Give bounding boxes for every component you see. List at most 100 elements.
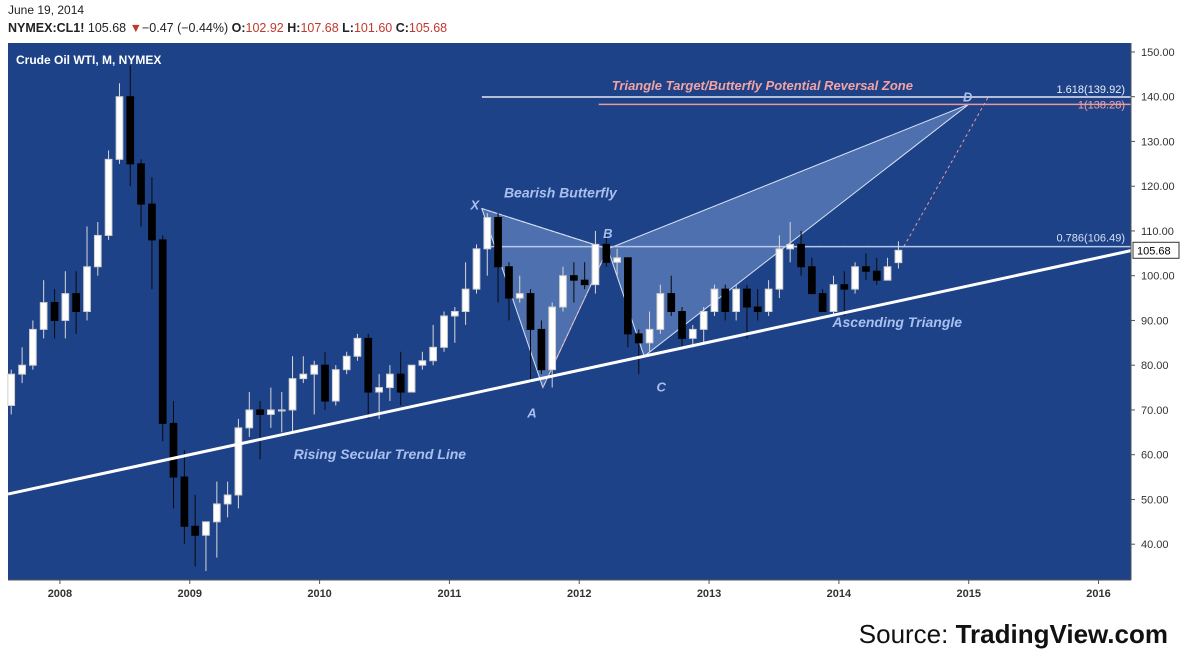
candle[interactable] (256, 401, 264, 460)
candle[interactable] (699, 307, 708, 343)
candle[interactable] (656, 284, 665, 334)
source-brand[interactable]: TradingView.com (955, 619, 1168, 649)
candle[interactable] (634, 329, 643, 375)
candle[interactable] (624, 257, 632, 348)
candle[interactable] (331, 365, 340, 406)
candle[interactable] (483, 213, 492, 276)
candle[interactable] (202, 521, 210, 572)
candle[interactable] (613, 248, 621, 276)
candle[interactable] (191, 494, 200, 567)
candle[interactable] (148, 177, 156, 290)
candle[interactable] (894, 241, 903, 269)
candle[interactable] (396, 351, 405, 406)
candle[interactable] (667, 275, 676, 316)
candle[interactable] (18, 347, 26, 384)
candle[interactable] (364, 333, 373, 419)
candle[interactable] (602, 230, 611, 267)
candle[interactable] (50, 289, 59, 339)
secular-trendline-label: Rising Secular Trend Line (294, 446, 467, 462)
x-axis-panel[interactable] (0, 580, 1131, 604)
candle[interactable] (418, 351, 427, 370)
candle[interactable] (72, 271, 80, 334)
candle-body (613, 257, 621, 263)
candle[interactable] (559, 266, 567, 312)
candle[interactable] (580, 262, 589, 290)
candle[interactable] (137, 159, 145, 227)
candle[interactable] (526, 289, 535, 384)
candle[interactable] (407, 364, 416, 393)
candle[interactable] (818, 289, 827, 313)
candle[interactable] (223, 481, 232, 518)
candle[interactable] (764, 280, 773, 316)
candle-body (180, 476, 189, 527)
candle[interactable] (267, 387, 275, 428)
candle[interactable] (234, 418, 243, 509)
candle[interactable] (321, 351, 329, 410)
candle[interactable] (277, 392, 286, 433)
candle[interactable] (83, 226, 91, 321)
candle[interactable] (883, 257, 892, 281)
candle[interactable] (753, 289, 762, 321)
candle[interactable] (591, 230, 600, 294)
candle[interactable] (375, 374, 383, 419)
candle[interactable] (180, 450, 189, 545)
candle[interactable] (342, 351, 351, 375)
candle[interactable] (169, 401, 178, 509)
candle[interactable] (104, 150, 113, 240)
secular-trend-line[interactable] (7, 249, 1132, 496)
candle[interactable] (429, 324, 437, 366)
candle[interactable] (678, 307, 686, 348)
candle[interactable] (39, 280, 48, 339)
candle-body (386, 373, 394, 389)
y-axis-panel[interactable] (1131, 43, 1184, 580)
candle[interactable] (472, 244, 481, 294)
candle[interactable] (548, 302, 557, 388)
candle[interactable] (862, 253, 870, 281)
candle[interactable] (310, 360, 319, 415)
candle[interactable] (505, 262, 513, 321)
candle[interactable] (461, 262, 470, 325)
candle-body (7, 373, 16, 406)
symbol-name[interactable]: NYMEX:CL1! (8, 21, 85, 35)
candle[interactable] (212, 481, 221, 558)
candle[interactable] (29, 320, 37, 370)
candle-body (515, 293, 524, 299)
candle[interactable] (537, 320, 546, 375)
candle[interactable] (93, 222, 102, 276)
candle[interactable] (115, 83, 124, 164)
candle[interactable] (797, 230, 805, 276)
candle[interactable] (840, 271, 849, 316)
candle[interactable] (570, 262, 578, 303)
candle[interactable] (732, 284, 741, 321)
candle[interactable] (288, 356, 297, 433)
y-tick-label: 70.00 (1141, 405, 1169, 417)
candle-body (277, 409, 286, 412)
candle[interactable] (515, 275, 524, 303)
candle[interactable] (126, 65, 135, 187)
candle[interactable] (721, 284, 730, 321)
candle[interactable] (353, 333, 362, 361)
candle[interactable] (786, 222, 795, 263)
candle[interactable] (440, 311, 448, 352)
candle[interactable] (710, 284, 719, 316)
candle[interactable] (299, 356, 308, 384)
candle[interactable] (829, 275, 838, 316)
open-label: O: (231, 21, 246, 35)
candle[interactable] (494, 213, 502, 303)
candle[interactable] (743, 284, 751, 339)
candle[interactable] (245, 392, 254, 437)
candle[interactable] (7, 369, 16, 415)
candle[interactable] (688, 324, 697, 348)
candle[interactable] (872, 257, 881, 285)
candle[interactable] (645, 311, 654, 352)
candle[interactable] (450, 307, 459, 343)
candle[interactable] (775, 235, 784, 299)
last-price-tag-label: 105.68 (1137, 245, 1171, 257)
candle-body (862, 266, 870, 272)
candle[interactable] (807, 257, 816, 295)
candle[interactable] (851, 262, 859, 294)
candle[interactable] (61, 271, 70, 339)
candle[interactable] (386, 365, 394, 401)
candle[interactable] (158, 235, 167, 442)
